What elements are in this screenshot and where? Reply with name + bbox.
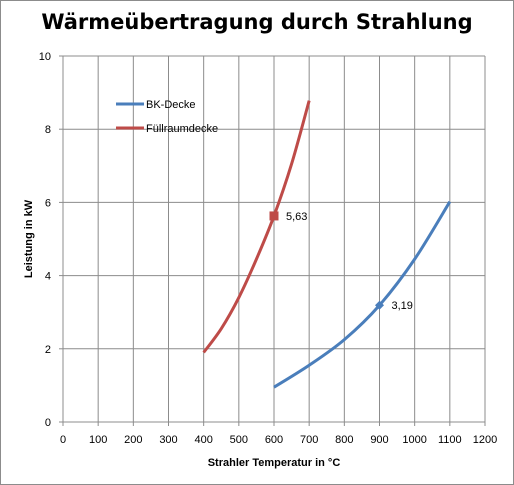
y-tick-label: 10	[39, 51, 51, 63]
gridlines	[63, 55, 486, 422]
legend-label-f-llraumdecke: Füllraumdecke	[146, 123, 218, 135]
x-tick-label: 300	[159, 434, 177, 446]
x-tick-label: 400	[194, 434, 212, 446]
data-label-f-llraumdecke: 5,63	[286, 211, 307, 223]
y-axis-title: Leistung in kW	[23, 199, 35, 278]
x-tick-label: 800	[335, 434, 353, 446]
x-tick-labels: 0 100 200 300 400 500 600 700 800 900 1000 1100 1200	[60, 434, 497, 446]
y-tick-label: 4	[45, 271, 51, 283]
legend: BK-Decke Füllraumdecke	[116, 99, 218, 135]
series-markers: 3,19 5,63	[269, 211, 413, 312]
x-tick-label: 1200	[473, 434, 497, 446]
chart-title: Wärmeübertragung durch Strahlung	[41, 10, 473, 34]
y-tick-label: 6	[45, 197, 51, 209]
x-tick-label: 700	[300, 434, 318, 446]
x-tick-label: 1100	[438, 434, 462, 446]
series-lines	[202, 100, 452, 389]
y-tick-label: 0	[45, 417, 51, 429]
x-tick-label: 900	[370, 434, 388, 446]
data-label-bk-decke: 3,19	[392, 300, 413, 312]
x-tick-label: 600	[265, 434, 283, 446]
legend-label-bk-decke: BK-Decke	[146, 99, 196, 111]
y-tick-label: 8	[45, 124, 51, 136]
x-axis-title: Strahler Temperatur in °C	[208, 457, 341, 469]
data-point-bk-decke	[375, 300, 384, 310]
x-tick-label: 500	[230, 434, 248, 446]
y-tick-labels: 0 2 4 6 8 10	[39, 51, 51, 429]
axes	[59, 55, 486, 426]
x-tick-label: 1000	[402, 434, 426, 446]
series-line-bk-decke	[273, 200, 452, 389]
y-tick-label: 2	[45, 344, 51, 356]
x-tick-label: 0	[60, 434, 66, 446]
series-line-f-llraumdecke	[202, 100, 311, 354]
data-point-f-llraumdecke	[269, 211, 279, 221]
x-tick-label: 100	[89, 434, 107, 446]
x-tick-label: 200	[124, 434, 142, 446]
